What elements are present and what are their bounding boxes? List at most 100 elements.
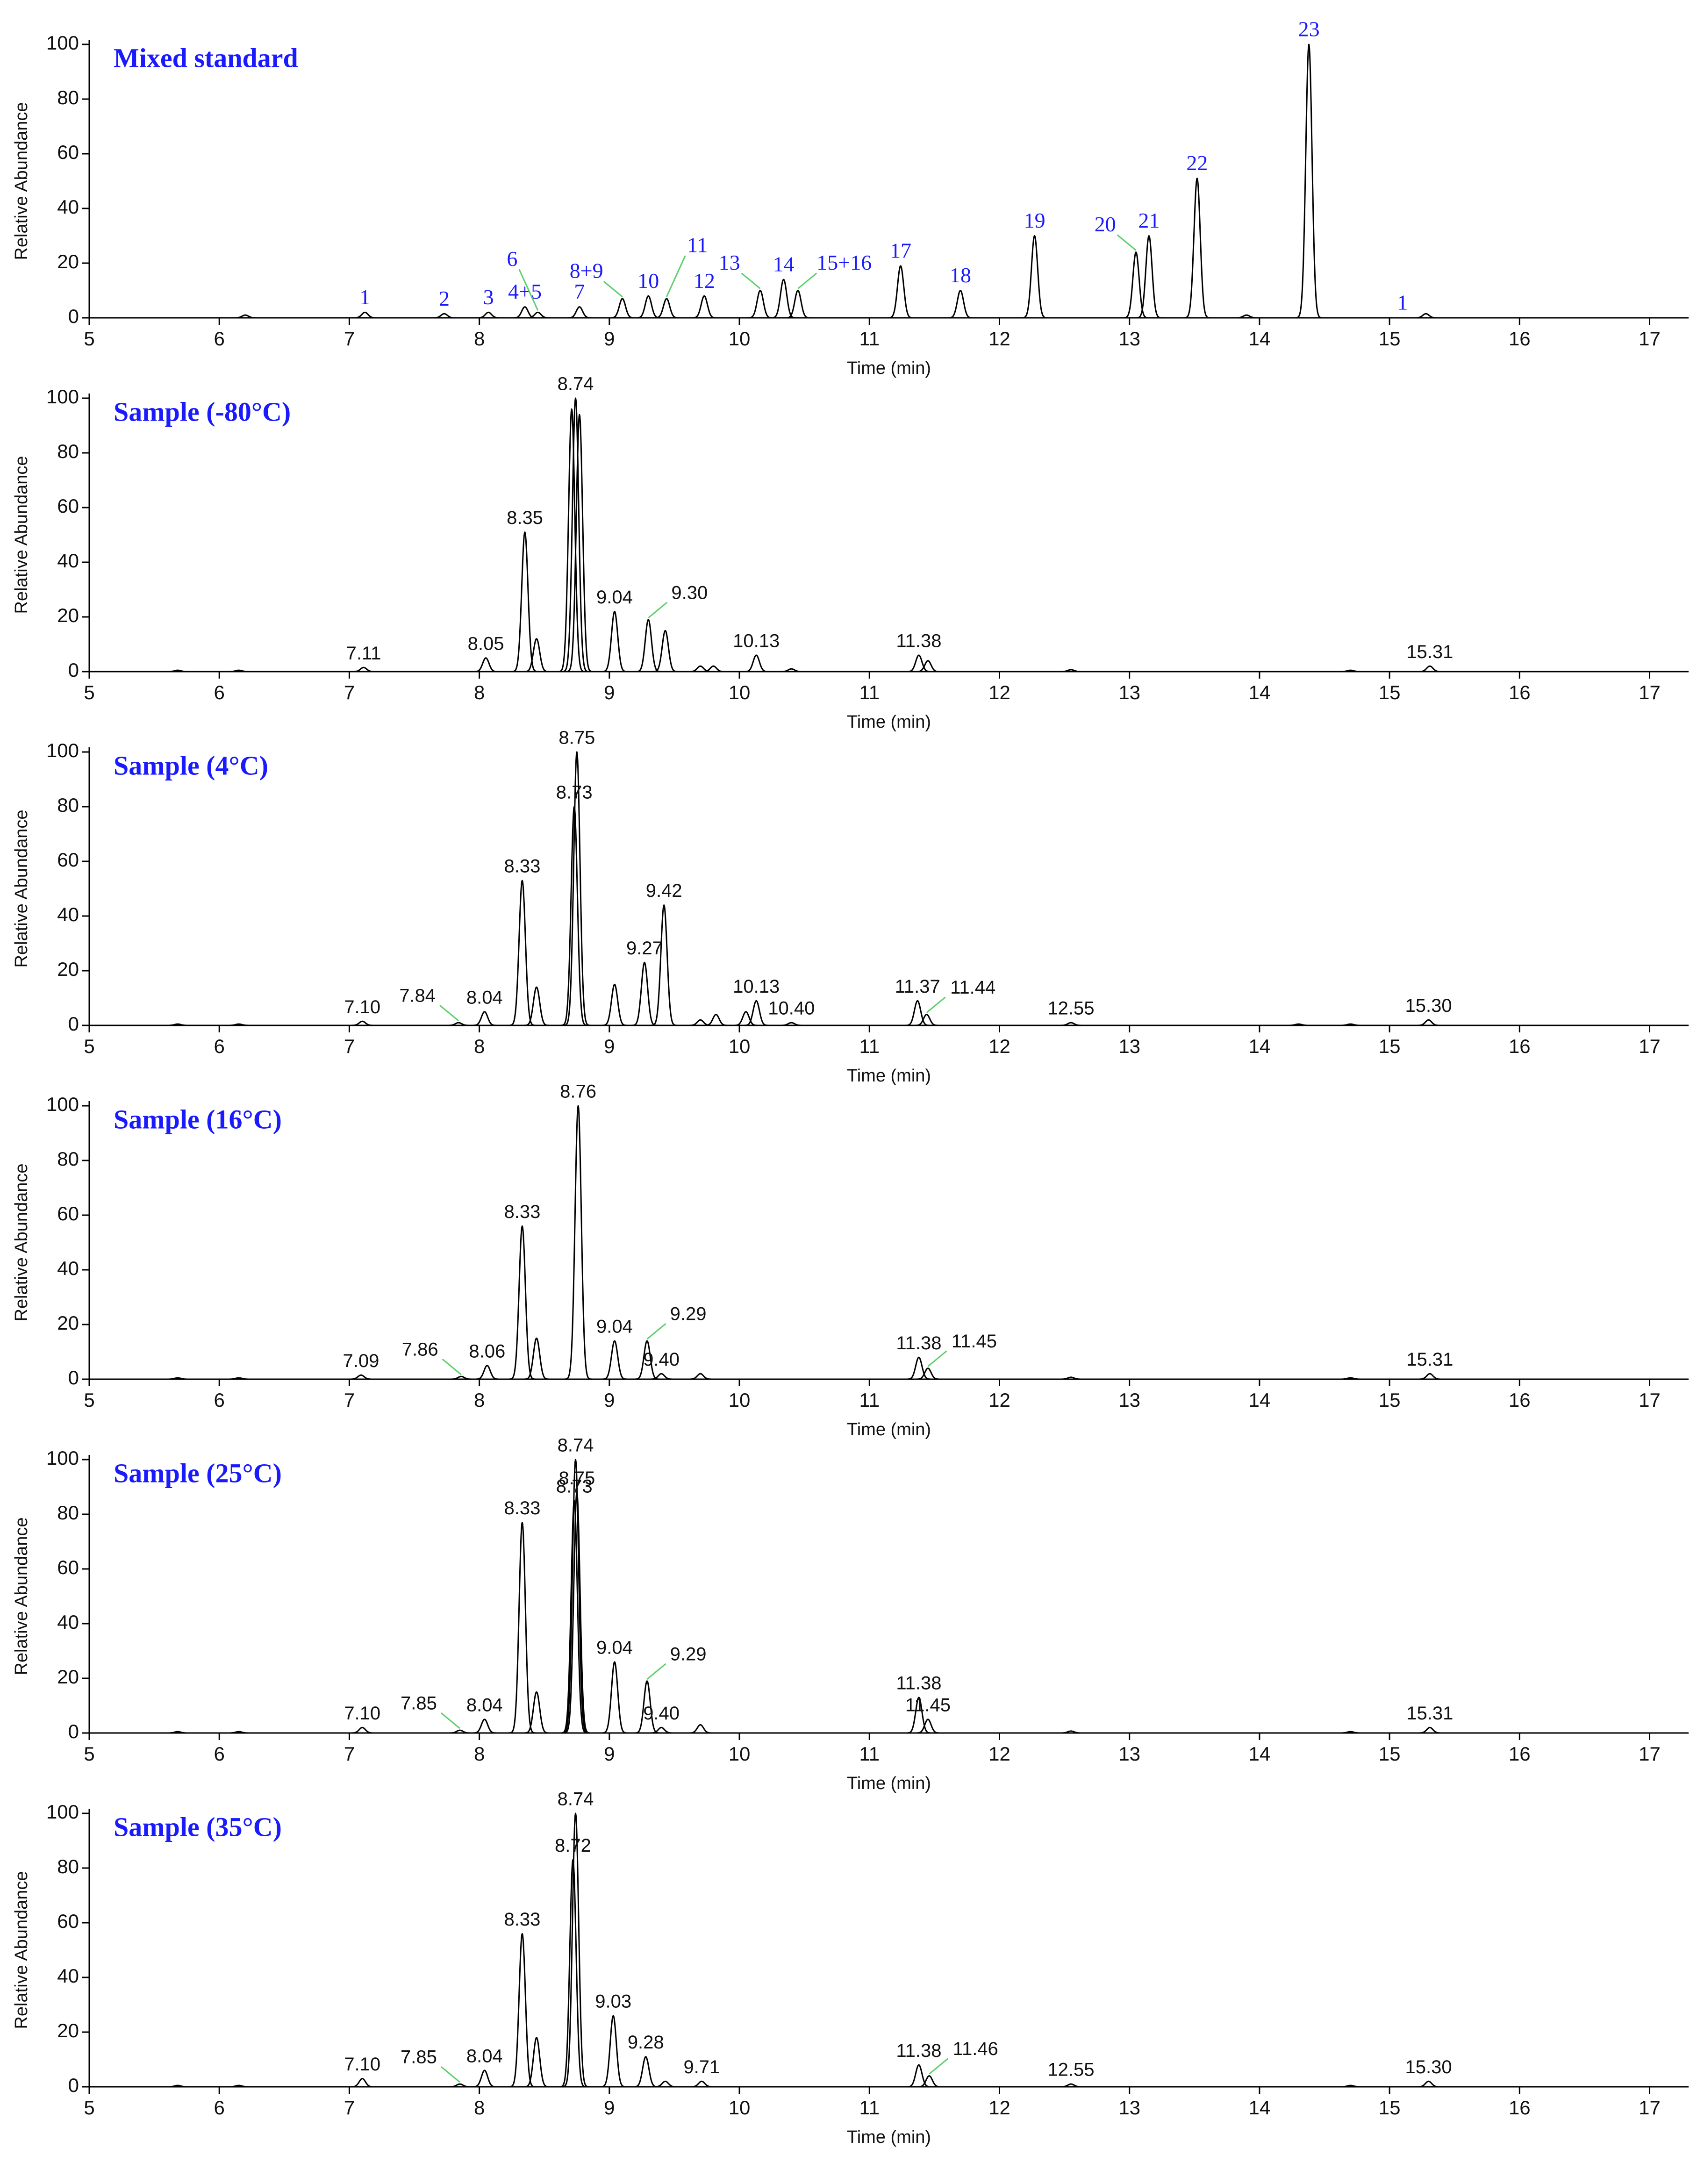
peak — [903, 654, 934, 673]
x-tick-label: 11 — [859, 681, 880, 703]
peak — [162, 1731, 193, 1734]
panel-title: Mixed standard — [114, 43, 298, 73]
peak — [509, 306, 540, 319]
x-tick-label: 6 — [214, 328, 225, 350]
y-tick-label: 0 — [68, 2074, 79, 2096]
x-tick-label: 11 — [859, 2097, 880, 2119]
peak — [633, 295, 664, 319]
peak — [1335, 1377, 1366, 1380]
peak — [347, 1726, 378, 1734]
peak-label: 9.30 — [671, 582, 708, 603]
peak-label: 7.84 — [399, 986, 436, 1006]
peak-label: 6 — [507, 247, 517, 271]
peak-label: 12.55 — [1047, 2060, 1094, 2080]
peak — [631, 1340, 663, 1380]
peak — [701, 1014, 731, 1026]
x-tick-label: 17 — [1639, 1035, 1661, 1057]
peak-label: 7.11 — [346, 643, 381, 664]
x-tick-label: 11 — [859, 328, 880, 350]
peak — [429, 313, 460, 319]
peak — [911, 1014, 942, 1026]
peak — [633, 619, 664, 673]
y-tick-label: 80 — [57, 1502, 79, 1524]
y-tick-label: 80 — [57, 86, 79, 108]
x-tick-label: 13 — [1118, 328, 1140, 350]
panel-title: Sample (35°C) — [114, 1812, 282, 1842]
peak — [561, 751, 592, 1026]
peak-label: 10 — [637, 269, 659, 293]
peak-label: 11.38 — [896, 630, 941, 651]
peak — [445, 1375, 477, 1380]
peak-label: 9.29 — [670, 1304, 707, 1325]
x-tick-label: 9 — [604, 328, 615, 350]
peak-label: 8.76 — [560, 1081, 596, 1102]
peak-label: 15+16 — [816, 251, 872, 274]
peak — [1335, 669, 1366, 673]
x-tick-label: 9 — [604, 2097, 615, 2119]
x-tick-label: 14 — [1249, 1389, 1271, 1411]
peak — [903, 1356, 934, 1380]
y-tick-label: 40 — [57, 1965, 79, 1987]
peak — [1335, 1023, 1366, 1026]
x-tick-label: 5 — [84, 1743, 94, 1765]
x-tick-label: 11 — [859, 1035, 880, 1057]
label-leader — [518, 269, 539, 311]
x-tick-label: 10 — [729, 328, 751, 350]
peak-label: 8.33 — [504, 1909, 541, 1930]
peak — [223, 2084, 254, 2088]
x-tick-label: 6 — [214, 2097, 225, 2119]
label-leader — [648, 601, 668, 619]
peak — [469, 2069, 500, 2088]
peak — [556, 408, 587, 673]
peak-label: 8.72 — [555, 1835, 591, 1856]
peak — [686, 2080, 717, 2088]
peak — [561, 1491, 592, 1734]
peak — [345, 1374, 377, 1380]
peak — [1120, 251, 1152, 319]
peak — [470, 657, 501, 673]
peak — [1335, 2084, 1366, 2088]
peak — [599, 1661, 630, 1734]
x-tick-label: 6 — [214, 1389, 225, 1411]
y-tick-label: 20 — [57, 251, 79, 272]
peak — [903, 1697, 934, 1734]
peak — [469, 1719, 500, 1734]
x-tick-label: 7 — [344, 1743, 355, 1765]
peak-label: 15.31 — [1406, 1349, 1453, 1370]
peak — [1055, 1730, 1087, 1734]
peak — [599, 1340, 630, 1380]
peak-label: 9.40 — [643, 1349, 680, 1370]
peak-label: 2 — [439, 286, 450, 310]
peak-label: 23 — [1298, 17, 1320, 41]
x-tick-label: 5 — [84, 1389, 94, 1411]
y-tick-label: 80 — [57, 1148, 79, 1170]
peak-label: 15.30 — [1405, 995, 1452, 1016]
peak — [776, 668, 807, 673]
y-tick-label: 100 — [46, 1447, 79, 1469]
peak — [1055, 1022, 1087, 1026]
y-tick-label: 60 — [57, 849, 79, 871]
x-tick-label: 17 — [1639, 328, 1661, 350]
x-tick-label: 6 — [214, 1743, 225, 1765]
peak — [560, 1459, 591, 1734]
y-tick-label: 100 — [46, 32, 79, 54]
peak — [599, 610, 630, 673]
peak-label: 9.42 — [646, 881, 682, 901]
peak-label: 15.31 — [1406, 1703, 1453, 1724]
peak-label: 1 — [1397, 291, 1408, 315]
peak — [1055, 2083, 1087, 2088]
peak-label: 8.04 — [466, 2046, 503, 2066]
peak — [162, 1377, 193, 1380]
peak-label: 8.74 — [558, 374, 594, 394]
peak — [650, 630, 681, 673]
y-tick-label: 60 — [57, 495, 79, 517]
peak — [768, 279, 799, 319]
label-leader — [646, 1323, 666, 1340]
y-axis-title: Relative Abundance — [12, 1871, 31, 2029]
peak-label: 7.10 — [344, 2054, 380, 2075]
peak — [507, 1225, 538, 1380]
peak-label: 22 — [1186, 151, 1208, 175]
peak-label: 9.27 — [626, 938, 663, 959]
x-tick-label: 12 — [988, 1743, 1010, 1765]
x-tick-label: 13 — [1118, 1389, 1140, 1411]
